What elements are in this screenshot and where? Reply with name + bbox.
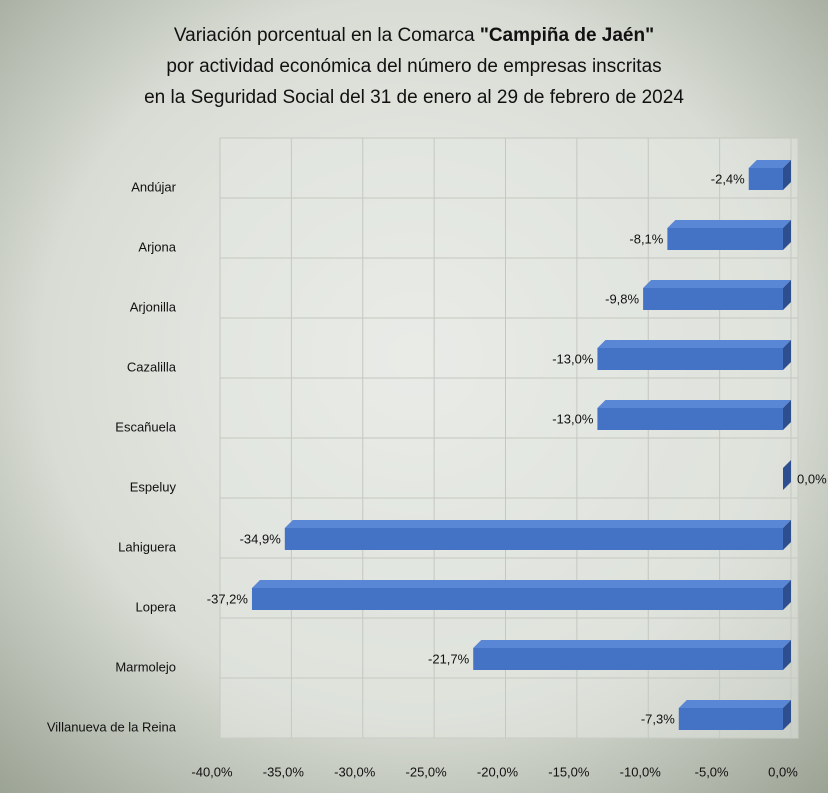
x-tick-label: -40,0% — [191, 764, 233, 779]
x-tick-label: -25,0% — [406, 764, 448, 779]
value-label: -37,2% — [207, 591, 249, 606]
x-tick-label: -10,0% — [620, 764, 662, 779]
bar-top — [748, 160, 791, 168]
y-tick-label: Arjonilla — [130, 299, 177, 314]
title-main: Variación porcentual en la Comarca — [174, 25, 475, 46]
bar — [783, 460, 791, 490]
y-tick-label: Lopera — [136, 599, 177, 614]
bar-front — [678, 708, 783, 730]
bar-side — [783, 520, 791, 550]
bar-front — [667, 228, 783, 250]
bar-top — [597, 340, 791, 348]
y-tick-label: Andújar — [131, 179, 176, 194]
y-tick-label: Arjona — [138, 239, 176, 254]
bar-top — [251, 580, 792, 588]
x-tick-label: -30,0% — [334, 764, 376, 779]
y-tick-label: Cazalilla — [127, 359, 177, 374]
bar — [678, 700, 791, 730]
bar-front — [597, 408, 783, 430]
value-label: -34,9% — [240, 531, 282, 546]
x-tick-label: 0,0% — [768, 764, 798, 779]
bar — [748, 160, 791, 190]
bar-top — [597, 400, 791, 408]
title-emphasis: "Campiña de Jaén" — [480, 25, 654, 46]
bar — [667, 220, 791, 250]
bar-top — [473, 640, 791, 648]
x-tick-label: -20,0% — [477, 764, 519, 779]
value-label: -9,8% — [605, 291, 639, 306]
bar — [597, 340, 791, 370]
bar-front — [284, 528, 783, 550]
y-tick-label: Escañuela — [115, 419, 176, 434]
value-label: -21,7% — [428, 651, 470, 666]
bar-top — [667, 220, 791, 228]
x-tick-label: -5,0% — [695, 764, 729, 779]
bar-side — [783, 280, 791, 310]
value-label: -13,0% — [552, 411, 594, 426]
bar — [251, 580, 792, 610]
y-tick-label: Villanueva de la Reina — [47, 719, 177, 734]
value-label: -7,3% — [641, 711, 675, 726]
value-label: 0,0% — [797, 471, 827, 486]
bar-front — [643, 288, 783, 310]
bar-side — [783, 640, 791, 670]
y-tick-label: Espeluy — [130, 479, 177, 494]
x-tick-label: -15,0% — [548, 764, 590, 779]
bar-front — [748, 168, 783, 190]
bar — [473, 640, 791, 670]
bar-side — [783, 340, 791, 370]
bar-side — [783, 460, 791, 490]
subtitle: por actividad económica del número de em… — [166, 56, 661, 77]
value-label: -8,1% — [629, 231, 663, 246]
chart-title: Variación porcentual en la Comarca "Camp… — [174, 25, 654, 46]
bar-side — [783, 220, 791, 250]
x-tick-label: -35,0% — [263, 764, 305, 779]
value-label: -13,0% — [552, 351, 594, 366]
bar-front — [597, 348, 783, 370]
y-tick-label: Lahiguera — [118, 539, 177, 554]
bar-side — [783, 580, 791, 610]
bar-side — [783, 400, 791, 430]
bar-side — [783, 700, 791, 730]
bar — [597, 400, 791, 430]
bar-top — [284, 520, 791, 528]
subtitle: en la Seguridad Social del 31 de enero a… — [144, 87, 684, 108]
bar-top — [643, 280, 791, 288]
bar-front — [473, 648, 783, 670]
bar-side — [783, 160, 791, 190]
bar — [643, 280, 791, 310]
y-tick-label: Marmolejo — [115, 659, 176, 674]
bar — [284, 520, 791, 550]
bar-front — [251, 588, 784, 610]
value-label: -2,4% — [711, 171, 745, 186]
bar-top — [678, 700, 791, 708]
